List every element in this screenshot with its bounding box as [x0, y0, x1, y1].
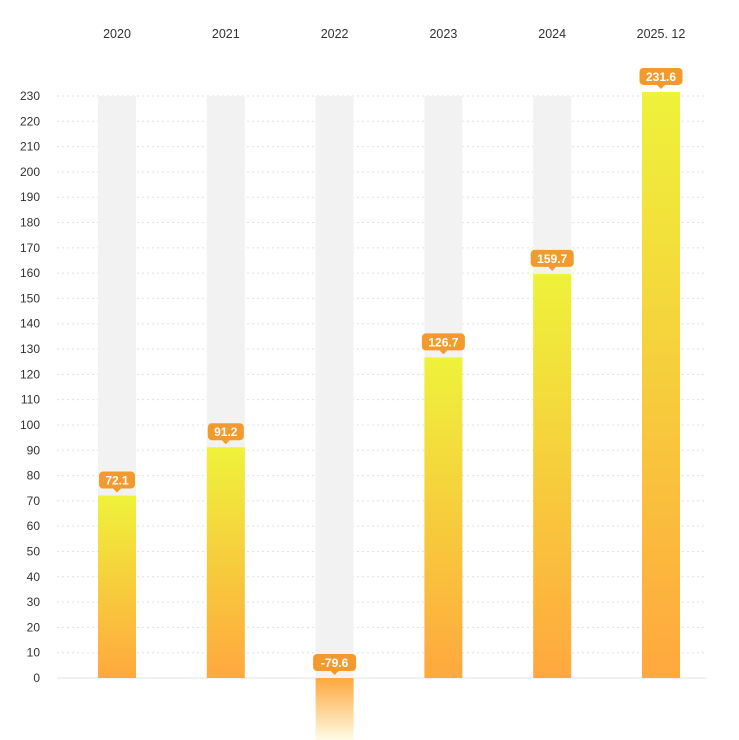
y-tick-label: 140: [20, 317, 40, 331]
bar: [315, 678, 354, 740]
data-label-text: 159.7: [537, 252, 567, 266]
y-tick-label: 70: [27, 494, 41, 508]
data-label-text: 91.2: [214, 425, 238, 439]
data-label-background: [421, 333, 465, 351]
bar: [642, 91, 680, 679]
y-tick-label: 10: [27, 646, 41, 660]
y-tick-label: 60: [27, 519, 41, 533]
data-label-pointer: [439, 350, 448, 355]
y-tick-label: 90: [27, 443, 41, 457]
y-tick-label: 120: [20, 367, 40, 381]
data-label-background: [639, 67, 683, 85]
y-tick-label: 210: [20, 140, 40, 154]
data-label-text: 126.7: [428, 335, 458, 349]
data-label-text: 72.1: [105, 474, 129, 488]
data-label-pointer: [657, 84, 665, 89]
gridlines: [57, 95, 707, 679]
data-label: 91.2: [207, 423, 244, 445]
data-label-pointer: [330, 671, 339, 675]
data-label-pointer: [221, 440, 230, 445]
data-label: 159.7: [530, 249, 574, 271]
data-label-background: [207, 423, 244, 441]
bar: [424, 357, 463, 678]
data-label-background: [313, 654, 357, 671]
x-axis: 2020 2021 2022 2023 2024 2025. 12: [103, 27, 685, 41]
y-tick-label: 50: [27, 544, 41, 558]
data-label-background: [99, 471, 135, 489]
x-tick-label: 2020: [103, 27, 131, 41]
y-tick-label: 110: [21, 393, 40, 407]
data-label-pointer: [548, 266, 557, 271]
x-tick-label: 2024: [538, 27, 566, 41]
y-tick-label: 190: [20, 190, 40, 204]
data-labels: 72.1 91.2 -79.6 126.7 159.7 231.6: [99, 67, 683, 675]
y-tick-label: 40: [27, 570, 41, 584]
background-bars: [98, 96, 572, 678]
y-tick-label: 20: [27, 620, 41, 634]
x-tick-label: 2021: [212, 27, 240, 41]
y-tick-label: 80: [27, 469, 41, 483]
y-tick-label: 100: [20, 418, 40, 432]
y-tick-label: 180: [20, 216, 40, 230]
data-label: 126.7: [421, 333, 465, 355]
data-label-text: -79.6: [321, 656, 349, 670]
y-tick-label: 200: [20, 165, 40, 179]
data-label-text: 231.6: [646, 70, 676, 84]
y-tick-label: 170: [20, 241, 40, 255]
y-tick-label: 30: [27, 595, 41, 609]
data-label: -79.6: [313, 654, 357, 675]
data-label: 72.1: [99, 471, 135, 493]
background-bar: [315, 96, 354, 678]
y-tick-label: 130: [20, 342, 40, 356]
x-tick-label: 2025. 12: [637, 27, 686, 41]
data-label: 231.6: [639, 67, 683, 89]
y-tick-label: 230: [20, 89, 40, 103]
y-tick-label: 160: [20, 266, 40, 280]
bar: [206, 447, 245, 678]
data-label-background: [530, 249, 574, 267]
bars: [98, 91, 680, 740]
y-tick-label: 0: [33, 671, 40, 685]
y-axis: 0 10 20 30 40 50 60 70 80 90 100 110 120 130 140 150 160…: [20, 89, 40, 685]
x-tick-label: 2022: [321, 27, 349, 41]
bar: [98, 495, 136, 678]
y-tick-label: 220: [20, 114, 40, 128]
y-tick-label: 150: [20, 291, 40, 305]
bar: [533, 273, 572, 678]
x-tick-label: 2023: [429, 27, 457, 41]
data-label-pointer: [113, 488, 121, 493]
